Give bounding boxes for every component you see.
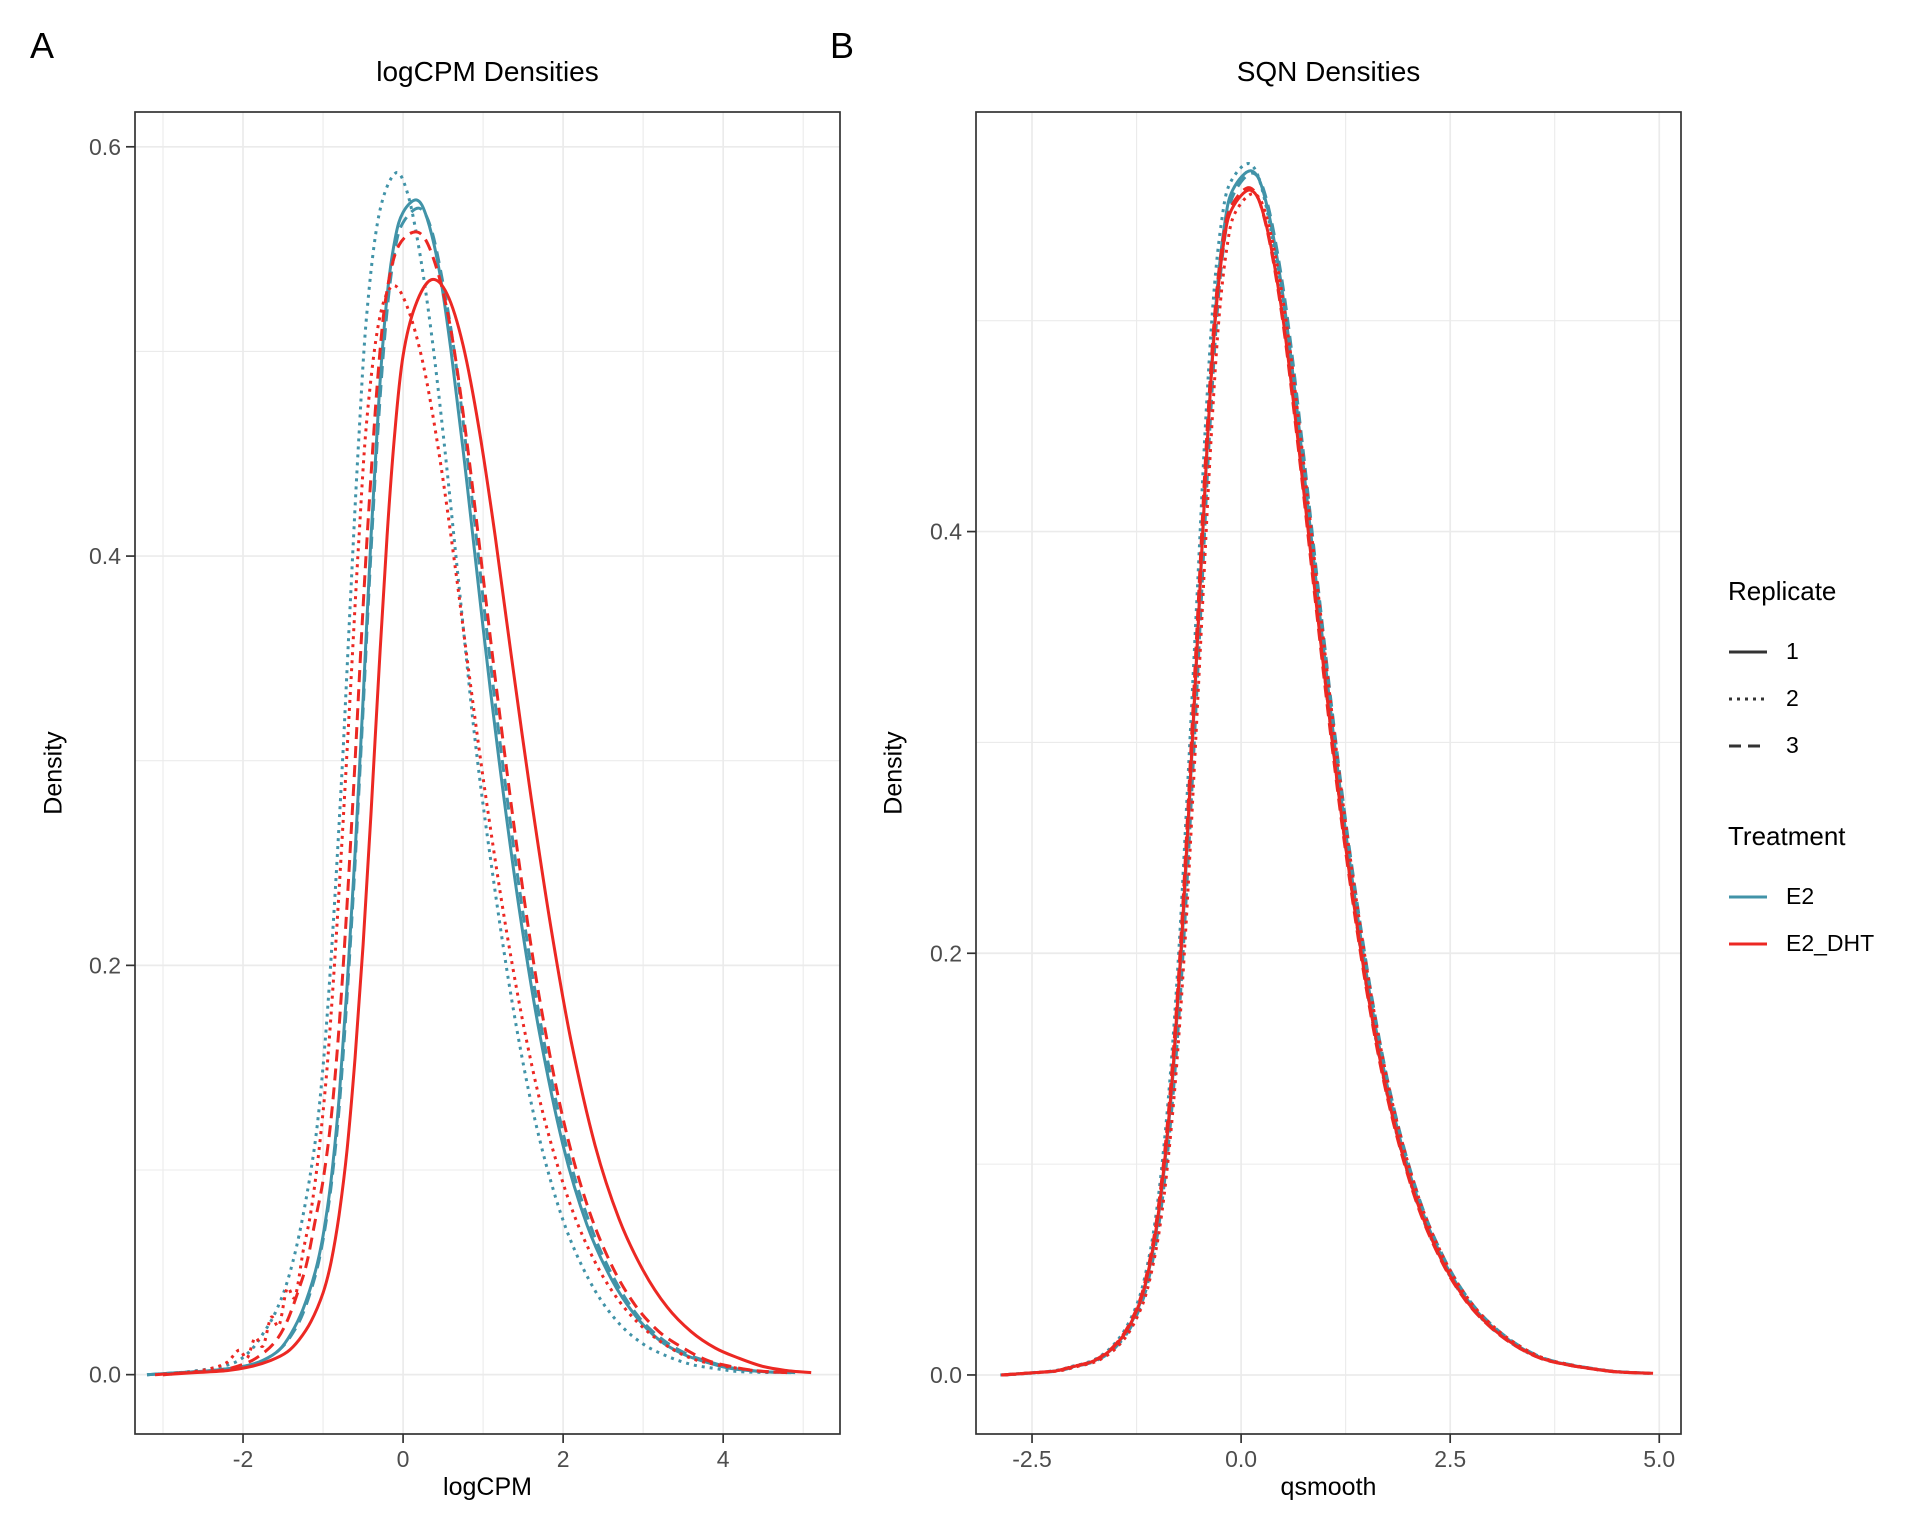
legend-item-replicate-1: 1 (1728, 628, 1920, 675)
legend-item-replicate-2: 2 (1728, 675, 1920, 722)
legend-item-treatment-e2-dht: E2_DHT (1728, 920, 1920, 967)
dotted-line-key-icon (1729, 697, 1767, 700)
density-curves (146, 171, 812, 1377)
density-curve-e2-rep2 (146, 171, 772, 1377)
legend-group-replicate: Replicate 1 2 3 (1728, 576, 1920, 769)
gridlines (976, 112, 1681, 1434)
legend-label: E2 (1786, 883, 1815, 909)
y-tick-label: 0.6 (89, 134, 121, 160)
panel-tag-a: A (30, 25, 55, 66)
panel-a-x-axis-title: logCPM (443, 1473, 532, 1501)
density-curve-e2_dht-rep2 (162, 284, 788, 1377)
y-tick-label: 0.2 (930, 940, 962, 966)
e2-color-key-icon (1729, 895, 1767, 898)
legend-label: 3 (1786, 732, 1799, 758)
panel-b-title: SQN Densities (1236, 56, 1421, 87)
density-curve-e2_dht-rep1 (162, 277, 812, 1377)
y-tick-label: 0.0 (89, 1362, 121, 1388)
y-tick-label: 0.4 (89, 543, 121, 569)
panel-border (134, 111, 841, 1435)
axis-ticks: -2.5 0.0 2.5 5.0 0.0 0.2 0.4 (930, 519, 1675, 1472)
panel-border (975, 111, 1682, 1435)
legend: Replicate 1 2 3 Treatment (1728, 576, 1920, 967)
density-curves (1000, 162, 1654, 1377)
x-tick-label: -2 (233, 1446, 253, 1472)
density-curve-e2-rep3 (146, 206, 792, 1377)
x-tick-label: 5.0 (1643, 1446, 1675, 1472)
y-tick-label: 0.2 (89, 952, 121, 978)
y-tick-label: 0.0 (930, 1362, 962, 1388)
legend-item-replicate-3: 3 (1728, 722, 1920, 769)
panel-tag-b: B (830, 25, 855, 66)
panel-a: -2 0 2 4 0.0 0.2 0.4 0.6 (89, 111, 841, 1472)
legend-label: E2_DHT (1786, 930, 1875, 956)
gridlines (135, 112, 840, 1434)
solid-line-key-icon (1729, 650, 1767, 653)
legend-title-treatment: Treatment (1728, 821, 1846, 851)
e2-dht-color-key-icon (1729, 942, 1767, 945)
panel-b-x-axis-title: qsmooth (1280, 1473, 1377, 1501)
x-tick-label: 4 (717, 1446, 730, 1472)
y-tick-label: 0.4 (930, 519, 962, 545)
x-tick-label: 2 (557, 1446, 570, 1472)
legend-title-replicate: Replicate (1728, 576, 1837, 606)
legend-item-treatment-e2: E2 (1728, 873, 1920, 920)
x-tick-label: -2.5 (1012, 1446, 1052, 1472)
x-tick-label: 2.5 (1434, 1446, 1466, 1472)
x-tick-label: 0 (397, 1446, 410, 1472)
density-curve-e2_dht-rep3 (1000, 186, 1650, 1377)
legend-label: 1 (1786, 638, 1799, 664)
legend-label: 2 (1786, 685, 1799, 711)
x-tick-label: 0.0 (1225, 1446, 1257, 1472)
dashed-line-key-icon (1729, 744, 1767, 747)
panel-b-y-axis-title: Density (879, 731, 908, 815)
panel-a-title: logCPM Densities (376, 56, 599, 87)
density-curve-e2_dht-rep2 (1005, 192, 1654, 1377)
panel-a-y-axis-title: Density (39, 731, 68, 815)
axis-ticks: -2 0 2 4 0.0 0.2 0.4 0.6 (89, 134, 730, 1472)
panel-b: -2.5 0.0 2.5 5.0 0.0 0.2 0.4 (930, 111, 1682, 1472)
density-curve-e2_dht-rep1 (1001, 188, 1651, 1377)
legend-group-treatment: Treatment E2 E2_DHT (1728, 821, 1920, 967)
